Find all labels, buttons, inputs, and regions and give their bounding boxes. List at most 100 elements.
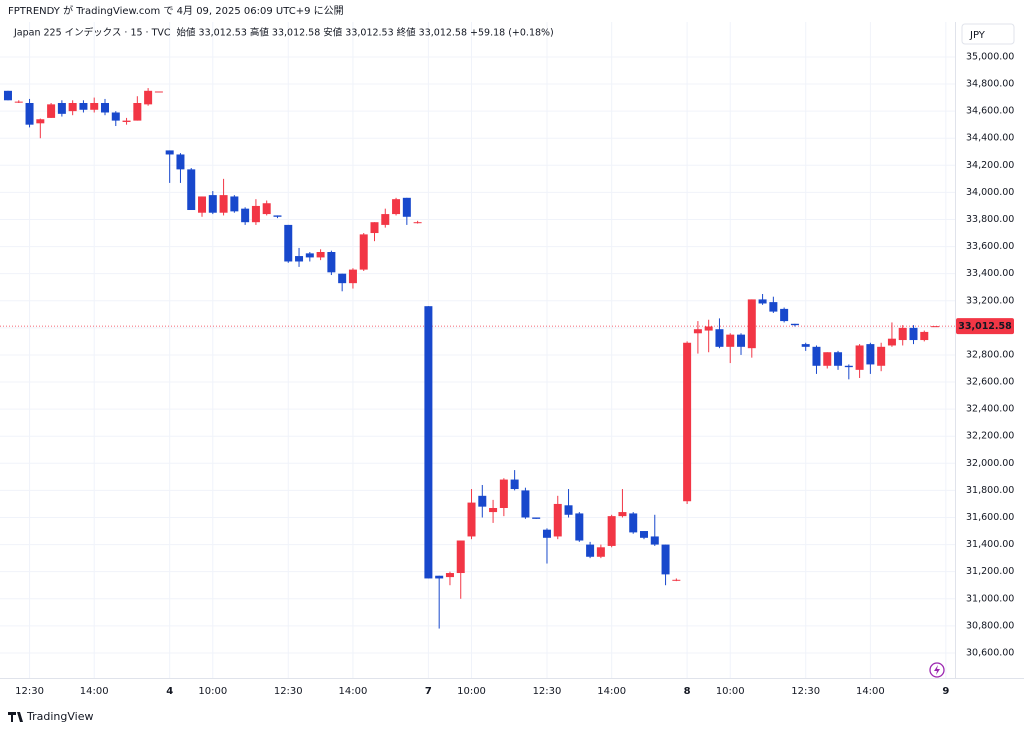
candle-body bbox=[704, 326, 713, 331]
candle-body bbox=[542, 529, 551, 538]
candle-body bbox=[219, 195, 228, 213]
candle-body bbox=[100, 103, 109, 113]
currency: JPY bbox=[969, 30, 986, 41]
candle-body bbox=[834, 352, 843, 366]
candle-body bbox=[338, 273, 347, 284]
candle-body bbox=[586, 544, 595, 557]
candle-body bbox=[575, 513, 584, 541]
candle-body bbox=[402, 197, 411, 217]
legend-label: 終値 bbox=[397, 27, 417, 39]
candle-body bbox=[887, 338, 896, 346]
candle-body bbox=[618, 512, 627, 517]
candle-body bbox=[154, 91, 163, 93]
candle-body bbox=[478, 495, 487, 507]
x-tick-label: 12:30 bbox=[274, 686, 303, 697]
brand: TradingView bbox=[26, 710, 93, 723]
candle-body bbox=[661, 544, 670, 575]
candle-body bbox=[230, 196, 239, 212]
y-tick-label: 32,200.00 bbox=[966, 431, 1014, 442]
y-tick-label: 31,800.00 bbox=[966, 485, 1014, 496]
candle-body bbox=[176, 154, 185, 170]
x-tick-label: 12:30 bbox=[533, 686, 562, 697]
y-tick-label: 32,000.00 bbox=[966, 458, 1014, 469]
candle-body bbox=[68, 103, 77, 112]
candle-body bbox=[683, 342, 692, 502]
candle-body bbox=[629, 513, 638, 533]
y-tick-label: 32,600.00 bbox=[966, 377, 1014, 388]
y-tick-label: 34,400.00 bbox=[966, 133, 1014, 144]
candle-body bbox=[737, 334, 746, 347]
candle-body bbox=[187, 169, 196, 211]
candle-body bbox=[133, 103, 142, 121]
candle-body bbox=[381, 214, 390, 225]
x-tick-label: 14:00 bbox=[80, 686, 109, 697]
candle-body bbox=[898, 327, 907, 341]
y-tick-label: 33,800.00 bbox=[966, 214, 1014, 225]
candle-body bbox=[370, 222, 379, 234]
legend-value: 33,012.53 bbox=[199, 28, 247, 39]
legend: Japan 225 インデックス · 15 · TVC 始値 33,012.53 高値… bbox=[13, 27, 554, 39]
candle-body bbox=[564, 505, 573, 515]
legend-value: 33,012.53 bbox=[345, 28, 393, 39]
x-tick-label: 14:00 bbox=[339, 686, 368, 697]
x-tick-label: 12:30 bbox=[15, 686, 44, 697]
candle-body bbox=[790, 323, 799, 326]
last-price-box bbox=[956, 318, 1014, 335]
candle-body bbox=[144, 90, 153, 105]
legend-value: 33,012.58 bbox=[419, 28, 467, 39]
candle-body bbox=[57, 103, 66, 114]
candle-body bbox=[726, 334, 735, 347]
tv-logo bbox=[8, 712, 23, 722]
candle-body bbox=[769, 302, 778, 312]
candle-body bbox=[36, 119, 45, 124]
candle-body bbox=[521, 490, 530, 518]
y-tick-label: 31,200.00 bbox=[966, 566, 1014, 577]
candle-body bbox=[435, 575, 444, 579]
candle-body bbox=[14, 101, 23, 103]
candle-body bbox=[316, 251, 325, 258]
candle-body bbox=[693, 329, 702, 334]
candle-body bbox=[392, 199, 401, 215]
candle-body bbox=[780, 308, 789, 322]
x-tick-label: 14:00 bbox=[597, 686, 626, 697]
y-tick-label: 31,600.00 bbox=[966, 512, 1014, 523]
currency-box[interactable] bbox=[961, 23, 1015, 45]
legend-label: 安値 bbox=[323, 27, 343, 39]
x-tick-label: 4 bbox=[166, 686, 173, 697]
y-tick-label: 34,000.00 bbox=[966, 187, 1014, 198]
candle-body bbox=[327, 251, 336, 273]
events-bolt bbox=[934, 665, 940, 675]
y-tick-label: 33,600.00 bbox=[966, 241, 1014, 252]
candle-body bbox=[607, 516, 616, 546]
x-tick-label: 9 bbox=[942, 686, 949, 697]
candle-body bbox=[262, 203, 271, 215]
candle-body bbox=[823, 352, 832, 366]
candle-body bbox=[79, 103, 88, 110]
candle-body bbox=[499, 479, 508, 509]
candle-body bbox=[241, 208, 250, 223]
x-tick-label: 10:00 bbox=[716, 686, 745, 697]
candle-body bbox=[424, 306, 433, 579]
candle-body bbox=[208, 195, 217, 213]
candle-body bbox=[305, 253, 314, 258]
x-tick-label: 10:00 bbox=[198, 686, 227, 697]
candle-body bbox=[812, 346, 821, 366]
legend-change: +59.18 (+0.18%) bbox=[470, 28, 554, 39]
candle-body bbox=[920, 331, 929, 341]
candle-body bbox=[90, 103, 99, 110]
candle-body bbox=[251, 205, 260, 223]
candle-body bbox=[639, 531, 648, 538]
candle-body bbox=[844, 365, 853, 368]
candle-body bbox=[650, 536, 659, 545]
candle-body bbox=[111, 112, 120, 121]
publish-note: FPTRENDY が TradingView.com で 4月 09, 2025… bbox=[8, 4, 344, 17]
y-tick-label: 34,800.00 bbox=[966, 79, 1014, 90]
legend-label: 始値 bbox=[177, 27, 197, 39]
y-tick-label: 31,000.00 bbox=[966, 593, 1014, 604]
events-icon[interactable] bbox=[929, 662, 945, 678]
y-tick-label: 33,400.00 bbox=[966, 268, 1014, 279]
candle-body bbox=[47, 104, 56, 118]
candle-body bbox=[532, 517, 541, 519]
